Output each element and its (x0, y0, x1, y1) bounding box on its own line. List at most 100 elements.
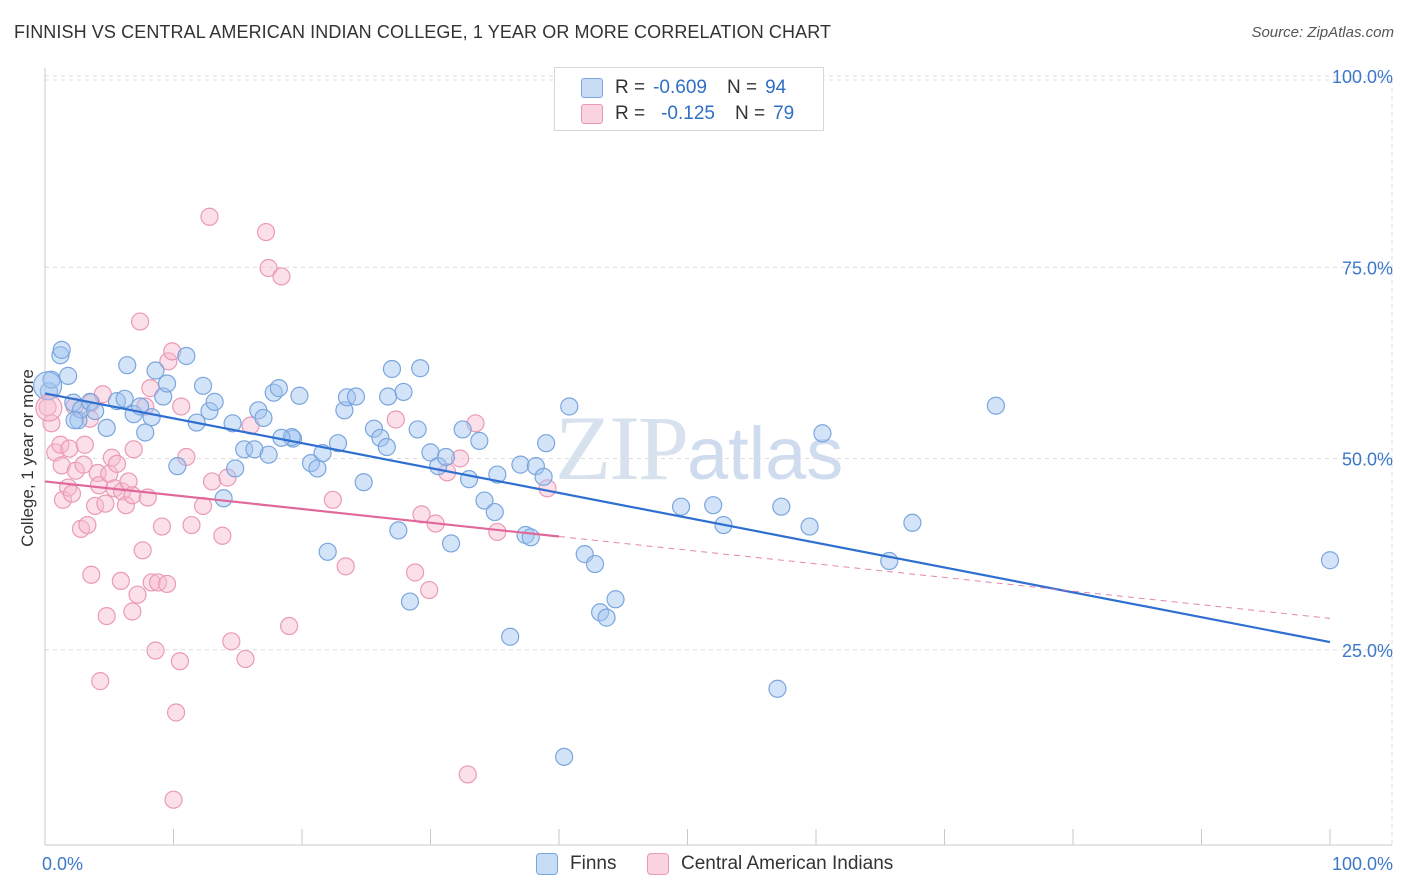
legend-r-value: -0.125 (661, 103, 715, 124)
cai-point (164, 790, 183, 809)
finns-point (597, 608, 616, 627)
finns-point (235, 440, 254, 459)
finns-point (142, 408, 161, 427)
finns-point (371, 428, 390, 447)
cai-point (236, 649, 255, 669)
finns-point (585, 554, 605, 574)
finns-point (394, 382, 413, 402)
legend-r-label: R = (615, 103, 646, 124)
cai-point (148, 573, 168, 592)
finns-point (290, 386, 309, 405)
finns-point (772, 497, 791, 516)
finns-point (378, 387, 398, 406)
finns-point (537, 434, 556, 453)
cai-point (256, 222, 276, 242)
finns-point (768, 679, 787, 698)
cai-point (141, 379, 160, 398)
finns-point (97, 418, 116, 437)
legend-swatch-finns (581, 78, 603, 98)
cai-point (272, 267, 291, 286)
finns-point (800, 517, 819, 536)
cai-point (133, 541, 152, 560)
finns-point (328, 434, 348, 453)
finns-point (115, 389, 134, 408)
finns-point (65, 411, 84, 430)
bottom-legend-label-cai: Central American Indians (681, 853, 894, 874)
cai-point (152, 517, 172, 536)
bottom-legend-cai: Central American Indians (647, 852, 893, 876)
finns-trend-line (44, 392, 1331, 644)
cai-trend-line (44, 480, 560, 538)
finns-point (408, 420, 427, 439)
finns-point (453, 420, 472, 439)
finns-point (1320, 551, 1340, 570)
finns-point (459, 470, 479, 489)
finns-point (377, 437, 396, 457)
cai-point (336, 557, 355, 576)
finns-point (511, 455, 530, 474)
cai-point (130, 312, 150, 331)
finns-point (254, 408, 273, 428)
finns-point (521, 528, 540, 547)
legend-row-finns: R = -0.609 N = 94 (581, 76, 786, 100)
finns-point (813, 424, 832, 443)
finns-point (318, 542, 337, 561)
finns-point-cluster (32, 371, 63, 401)
cai-point (78, 515, 97, 535)
finns-point (400, 592, 420, 611)
cai-point (386, 410, 405, 429)
finns-point (671, 497, 691, 516)
finns-point (52, 340, 71, 359)
finns-point (441, 534, 461, 553)
finns-point (157, 374, 177, 393)
cai-point (488, 522, 507, 542)
cai-point (52, 456, 71, 475)
finns-point (200, 401, 219, 421)
finns-point (560, 397, 579, 416)
finns-point (606, 590, 625, 609)
legend-n-label: N = (734, 103, 766, 124)
cai-point (146, 641, 165, 660)
cai-point (157, 574, 177, 594)
finns-point (136, 423, 155, 442)
finns-point (346, 387, 366, 406)
cai-point (182, 515, 201, 535)
finns-point (436, 447, 456, 467)
finns-point (903, 513, 922, 532)
finns-point (704, 496, 723, 515)
finns-point (118, 356, 137, 375)
legend-r-value: -0.609 (653, 77, 707, 98)
legend: R = -0.609 N = 94 R = -0.125 N = 79 (554, 67, 824, 131)
finns-point (986, 396, 1006, 415)
cai-point (200, 207, 219, 226)
finns-point (69, 411, 88, 430)
cai-point (222, 632, 241, 651)
y-tick-label: 25.0% (1342, 641, 1393, 661)
finns-point (470, 431, 489, 451)
bottom-legend-label-finns: Finns (570, 853, 617, 874)
finns-point (259, 445, 278, 464)
finns-point (389, 521, 408, 540)
finns-point (205, 392, 224, 411)
finns-point (146, 361, 165, 380)
cai-point (142, 573, 161, 592)
finns-point (354, 473, 373, 492)
finns-point (411, 359, 430, 378)
finns-point (168, 457, 187, 476)
bottom-legend-swatch-cai (647, 853, 669, 875)
finns-point (193, 376, 213, 395)
watermark-zip: ZIP (555, 397, 689, 499)
finns-point (534, 467, 553, 486)
cai-point (111, 571, 130, 591)
cai-point (202, 472, 222, 491)
bottom-legend-swatch-finns (536, 853, 558, 875)
cai-point (75, 435, 94, 454)
legend-n-value: 79 (773, 103, 795, 124)
cai-point (62, 484, 82, 503)
y-tick-label: 75.0% (1342, 258, 1393, 278)
x-tick-label: 100.0% (1332, 854, 1393, 874)
legend-n-label: N = (726, 77, 758, 98)
cai-point (123, 602, 142, 621)
finns-point (555, 747, 574, 766)
